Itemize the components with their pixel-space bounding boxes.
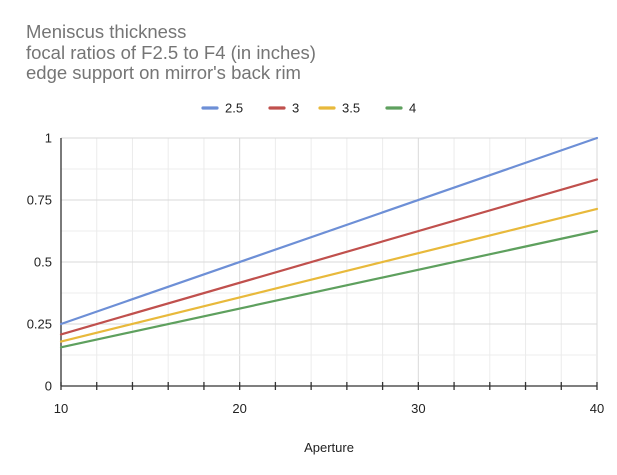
legend-label-4: 4 [409,101,416,116]
series-line-3 [59,178,599,336]
y-tick-label: 0.25 [27,317,52,332]
x-axis-title: Aperture [304,440,354,455]
chart-title-line-3: edge support on mirror's back rim [26,62,301,83]
chart-title: Meniscus thickness focal ratios of F2.5 … [26,21,316,84]
x-tick-label: 40 [590,401,604,416]
chart-title-line-1: Meniscus thickness [26,21,187,42]
grid [60,137,598,386]
y-tick-label: 1 [45,131,52,146]
x-tick-label: 10 [54,401,68,416]
series-line-2.5 [59,136,599,326]
chart-title-line-2: focal ratios of F2.5 to F4 (in inches) [26,41,316,63]
x-tick-label: 20 [232,401,246,416]
legend-label-3.5: 3.5 [342,101,360,116]
series-line-4 [59,229,599,349]
y-tick-label: 0.5 [34,255,52,270]
legend-label-2.5: 2.5 [225,101,243,116]
series-line-3.5 [59,207,599,343]
tick-labels: 10 20 30 40 0 0.25 0.5 0.75 1 [27,131,605,417]
x-tick-label: 30 [411,401,425,416]
y-tick-label: 0.75 [27,193,52,208]
axes [60,138,598,390]
legend: 2.5 3 3.5 4 [201,101,416,116]
y-tick-label: 0 [45,379,52,394]
legend-label-3: 3 [292,101,299,116]
series-lines [59,136,599,349]
